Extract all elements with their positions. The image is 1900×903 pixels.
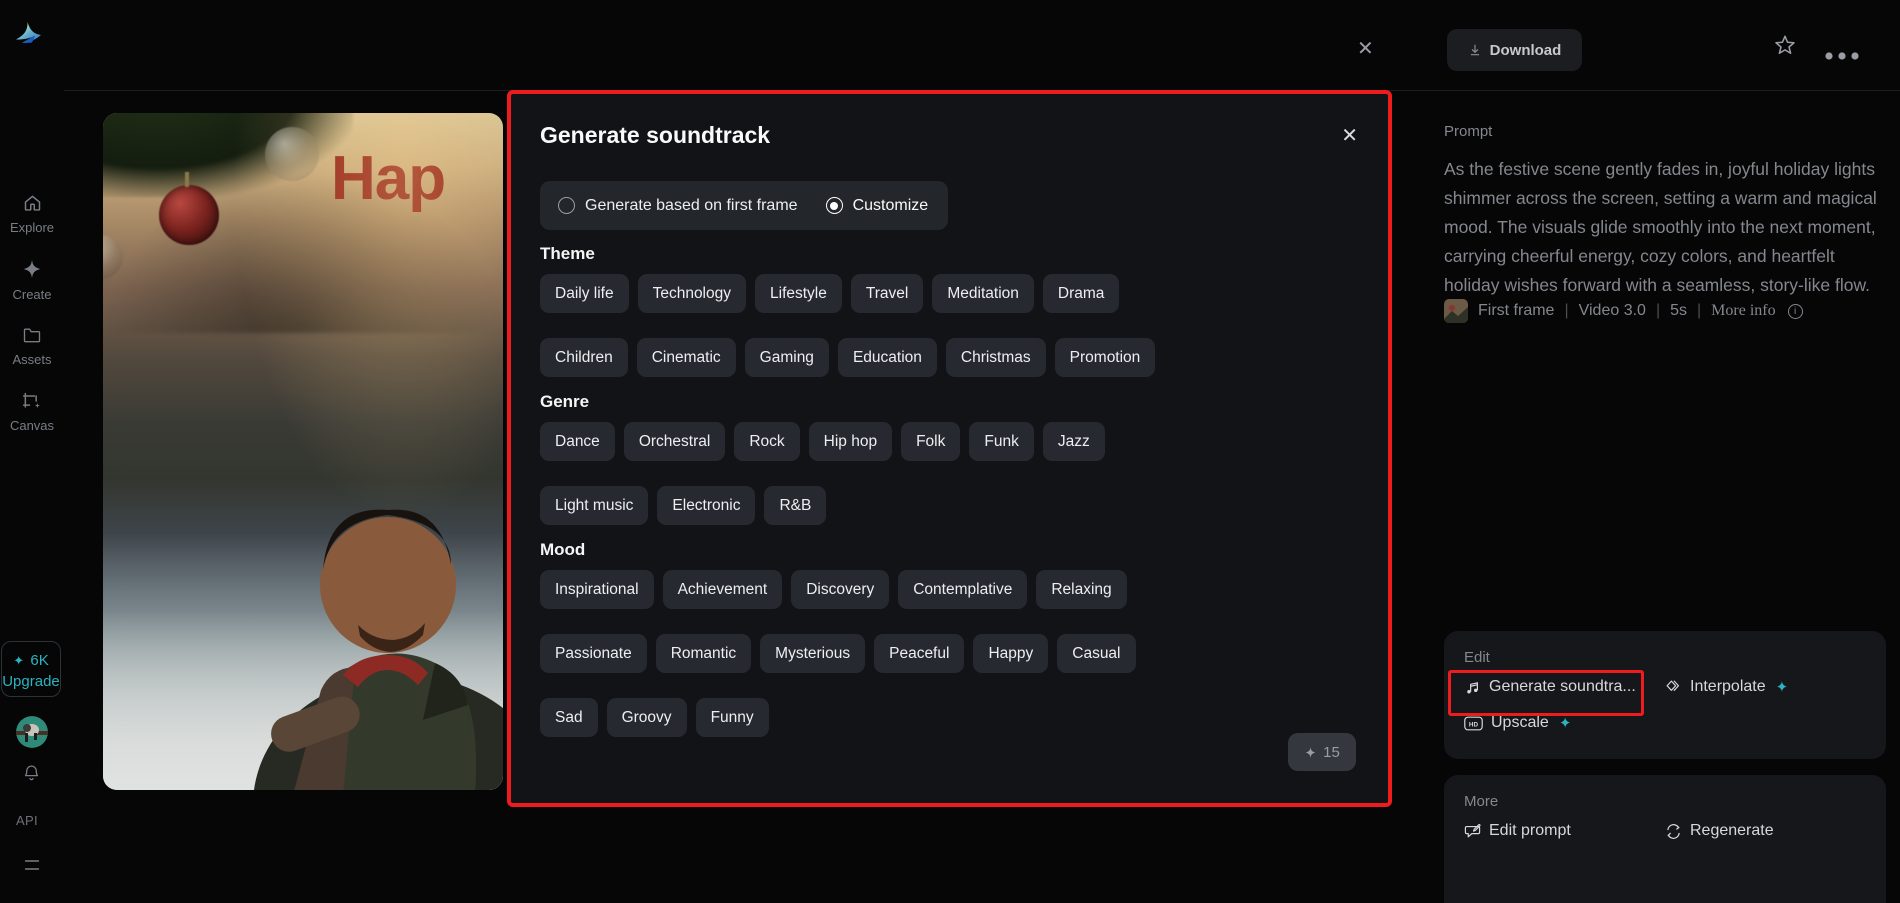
- svg-text:HD: HD: [1469, 721, 1479, 728]
